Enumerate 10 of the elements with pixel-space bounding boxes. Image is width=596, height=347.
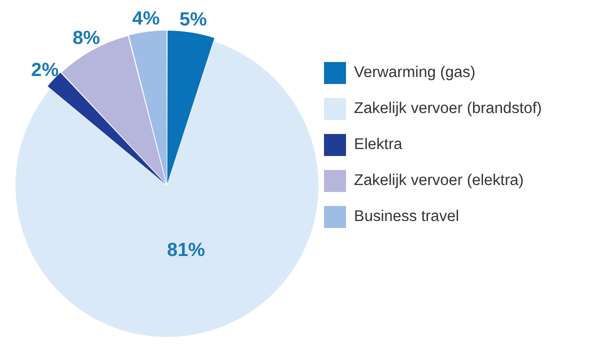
legend-label: Verwarming (gas) (354, 63, 476, 83)
legend-label: Zakelijk vervoer (elektra) (354, 171, 525, 191)
data-label: 5% (179, 9, 208, 30)
data-label: 8% (72, 28, 100, 49)
data-label: 81% (167, 240, 206, 262)
data-label: 4% (132, 8, 160, 30)
legend-label: Elektra (354, 135, 404, 155)
legend-label: Zakelijk vervoer (brandstof) (354, 99, 543, 119)
data-label: 2% (31, 60, 59, 82)
legend-label: Business travel (354, 207, 460, 227)
